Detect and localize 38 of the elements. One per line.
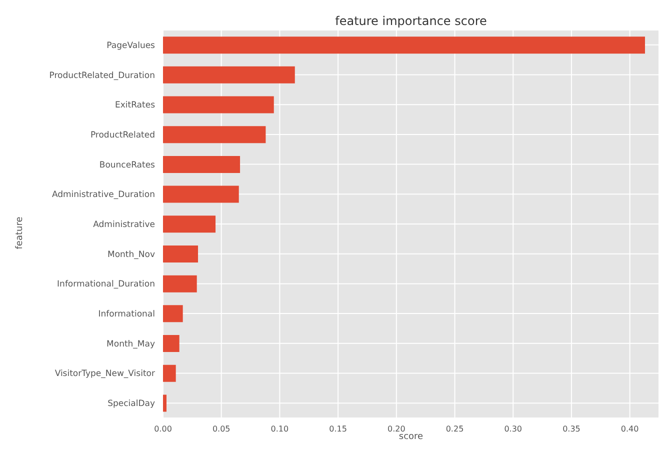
x-tick-label: 0.05: [212, 424, 230, 434]
bar: [163, 245, 198, 262]
bar: [163, 186, 239, 203]
chart-title: feature importance score: [334, 14, 488, 28]
y-tick-label: Informational: [98, 310, 155, 320]
bar: [163, 394, 166, 412]
x-tick-label: 0.00: [154, 424, 172, 434]
bar: [163, 364, 176, 382]
x-tick-label: 0.35: [562, 424, 580, 434]
x-tick-label: 0.10: [270, 424, 289, 434]
y-tick-label: Informational_Duration: [57, 280, 155, 290]
x-axis-title: score: [398, 432, 424, 442]
y-tick-label: ProductRelated: [90, 130, 155, 140]
x-tick-label: 0.15: [329, 424, 347, 434]
y-tick-label: VisitorType_New_Visitor: [54, 369, 156, 380]
y-tick-label: ProductRelated_Duration: [49, 70, 155, 81]
bar: [163, 156, 240, 173]
bar: [163, 66, 295, 84]
y-tick-label: Month_May: [106, 339, 155, 350]
bar: [163, 305, 183, 322]
x-tick-label: 0.20: [388, 424, 406, 434]
bar: [163, 36, 645, 54]
x-tick-label: 0.40: [620, 424, 639, 434]
y-tick-label: ExitRates: [114, 100, 156, 111]
y-axis-title: feature: [15, 216, 25, 252]
x-tick-label: 0.30: [504, 424, 522, 434]
bar: [163, 335, 180, 352]
y-tick-label: Administrative: [93, 220, 155, 230]
y-tick-label: BounceRates: [99, 160, 156, 170]
bar: [163, 96, 274, 114]
y-tick-label: SpecialDay: [108, 399, 155, 410]
y-tick-label: Month_Nov: [108, 250, 155, 260]
y-tick-label: PageValues: [106, 40, 156, 51]
y-tick-label: Administrative_Duration: [52, 190, 155, 200]
bar: [163, 275, 197, 292]
x-tick-label: 0.25: [446, 424, 464, 434]
bar: [163, 126, 266, 144]
bar: [163, 216, 216, 233]
